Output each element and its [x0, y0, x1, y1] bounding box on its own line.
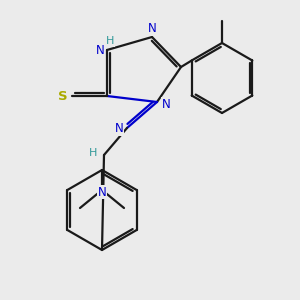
- Text: N: N: [98, 185, 106, 199]
- Text: N: N: [162, 98, 170, 110]
- Text: N: N: [96, 44, 104, 56]
- Text: H: H: [89, 148, 97, 158]
- Text: N: N: [115, 122, 123, 136]
- Text: N: N: [148, 22, 156, 35]
- Text: S: S: [58, 89, 68, 103]
- Text: H: H: [106, 36, 114, 46]
